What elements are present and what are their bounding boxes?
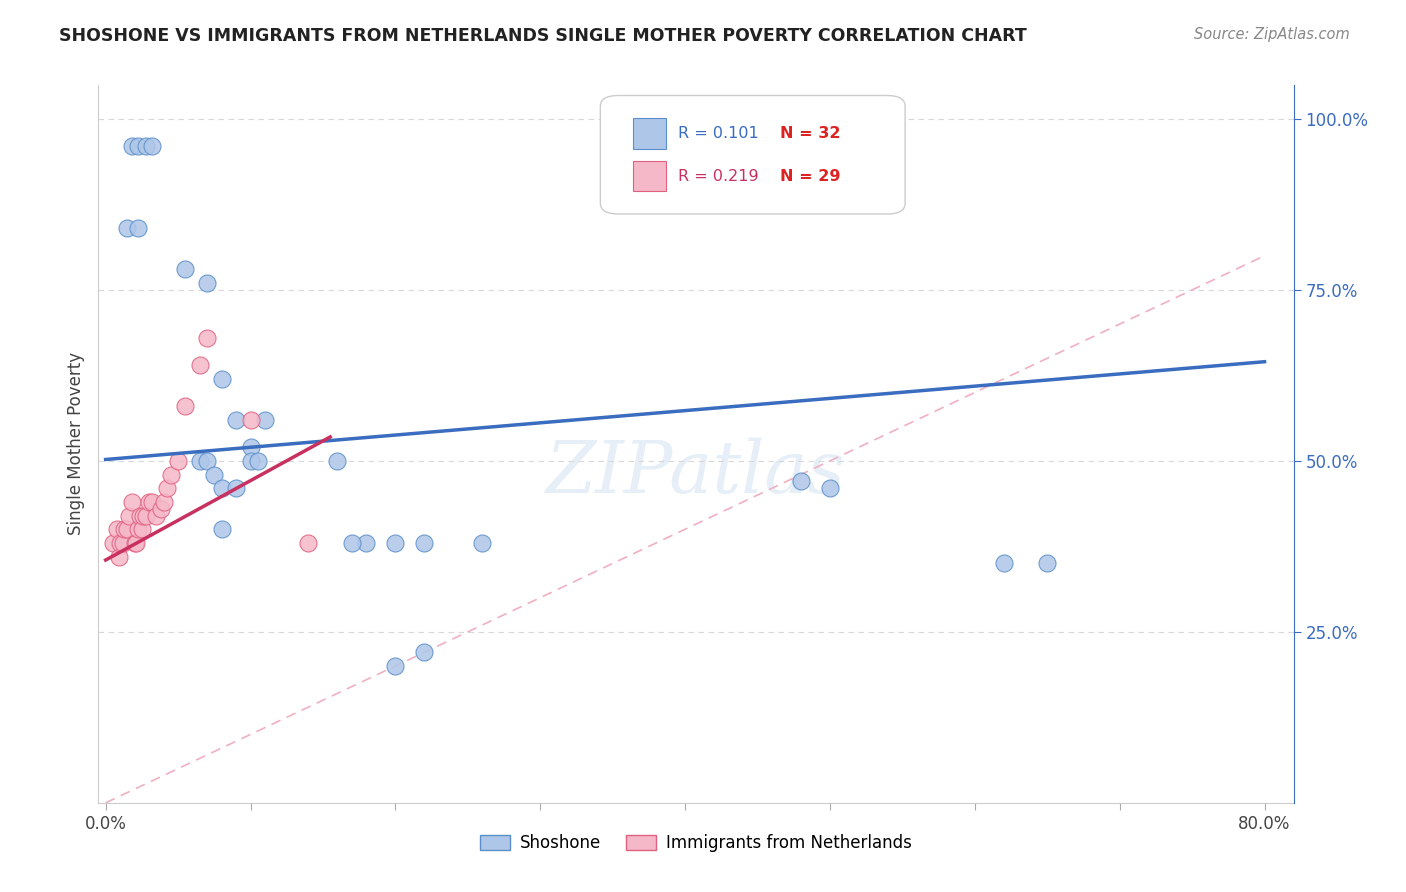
Point — [127, 139, 149, 153]
Point — [195, 331, 218, 345]
Point — [124, 536, 146, 550]
Point — [135, 139, 157, 153]
Point — [127, 221, 149, 235]
Text: N = 29: N = 29 — [780, 169, 841, 184]
Point — [107, 549, 129, 564]
Bar — [633, 161, 666, 191]
Point — [132, 508, 155, 523]
Text: ZIPatlas: ZIPatlas — [546, 437, 846, 508]
Point — [117, 522, 139, 536]
Point — [471, 536, 494, 550]
Point — [356, 536, 378, 550]
Point — [145, 508, 167, 523]
Point — [167, 454, 190, 468]
Legend: Shoshone, Immigrants from Netherlands: Shoshone, Immigrants from Netherlands — [474, 828, 918, 859]
Point — [818, 481, 841, 495]
Point — [211, 372, 233, 386]
Point — [121, 495, 143, 509]
Y-axis label: Single Mother Poverty: Single Mother Poverty — [66, 352, 84, 535]
Point — [125, 536, 148, 550]
Point — [135, 508, 157, 523]
Point — [239, 440, 262, 454]
Point — [117, 221, 139, 235]
Point — [195, 454, 218, 468]
Point — [413, 536, 436, 550]
Point — [114, 522, 136, 536]
Point — [105, 522, 128, 536]
Point — [790, 475, 813, 489]
Point — [195, 276, 218, 290]
Bar — [633, 119, 666, 148]
Point — [239, 454, 262, 468]
Point — [297, 536, 319, 550]
Text: R = 0.101: R = 0.101 — [678, 126, 759, 141]
Point — [149, 501, 172, 516]
Point — [225, 481, 247, 495]
Point — [101, 536, 124, 550]
Point — [225, 413, 247, 427]
Text: N = 32: N = 32 — [780, 126, 841, 141]
Text: R = 0.219: R = 0.219 — [678, 169, 759, 184]
Point — [253, 413, 276, 427]
Point — [152, 495, 174, 509]
Point — [121, 139, 143, 153]
Point — [211, 481, 233, 495]
Point — [127, 522, 149, 536]
Point — [108, 536, 131, 550]
Point — [188, 358, 211, 372]
Point — [239, 413, 262, 427]
Point — [384, 536, 406, 550]
FancyBboxPatch shape — [600, 95, 905, 214]
Point — [340, 536, 363, 550]
Text: SHOSHONE VS IMMIGRANTS FROM NETHERLANDS SINGLE MOTHER POVERTY CORRELATION CHART: SHOSHONE VS IMMIGRANTS FROM NETHERLANDS … — [59, 27, 1026, 45]
Point — [211, 522, 233, 536]
Point — [413, 645, 436, 659]
Point — [129, 508, 152, 523]
Point — [326, 454, 349, 468]
Point — [118, 508, 141, 523]
Point — [138, 495, 160, 509]
Point — [188, 454, 211, 468]
Point — [112, 536, 135, 550]
Point — [141, 139, 163, 153]
Point — [160, 467, 183, 482]
Point — [141, 495, 163, 509]
Point — [174, 399, 197, 413]
Point — [384, 659, 406, 673]
Point — [993, 557, 1015, 571]
Point — [131, 522, 153, 536]
Point — [246, 454, 269, 468]
Point — [202, 467, 225, 482]
Point — [174, 262, 197, 277]
Point — [155, 481, 177, 495]
Text: Source: ZipAtlas.com: Source: ZipAtlas.com — [1194, 27, 1350, 42]
Point — [1036, 557, 1059, 571]
